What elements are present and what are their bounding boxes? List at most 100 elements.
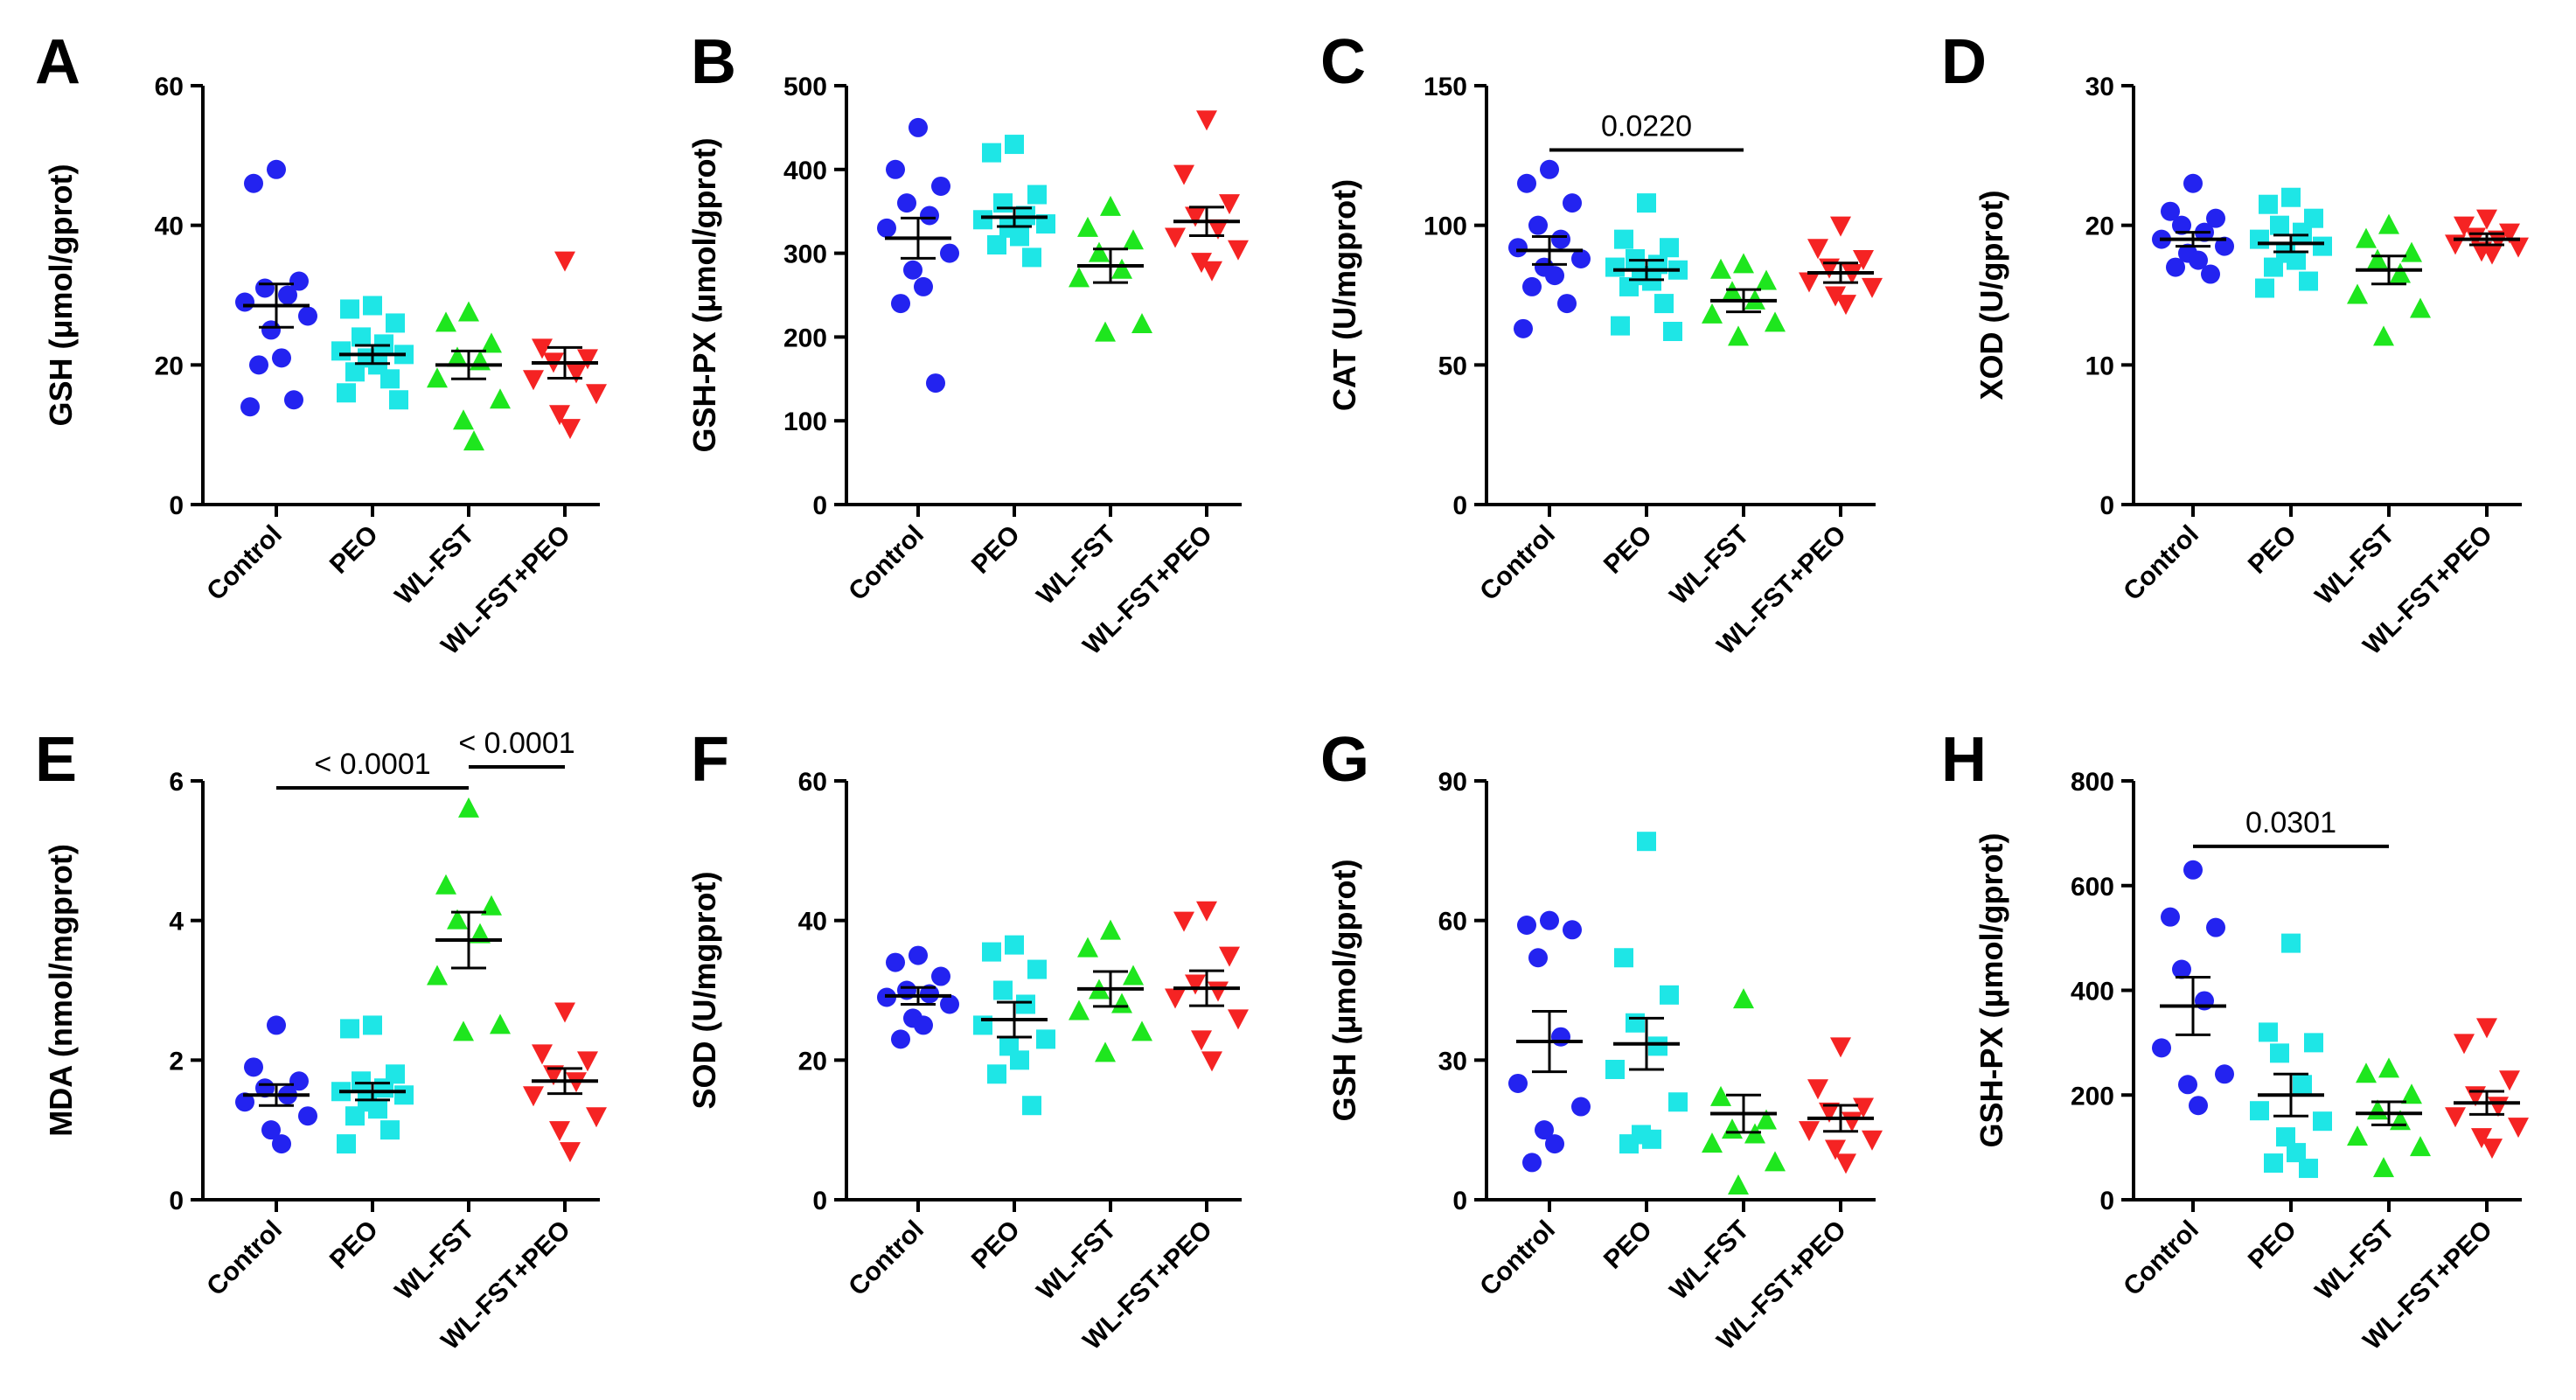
- data-point: [1654, 294, 1674, 314]
- data-point: [2259, 1022, 2278, 1042]
- data-point: [993, 193, 1013, 213]
- data-point: [2390, 262, 2411, 283]
- data-point: [891, 294, 910, 314]
- data-point: [345, 362, 365, 382]
- data-point: [1619, 1134, 1639, 1154]
- data-point: [1605, 257, 1625, 277]
- data-point: [554, 251, 575, 272]
- data-point: [2172, 215, 2191, 235]
- data-point: [1660, 238, 1679, 258]
- data-point: [1077, 937, 1098, 958]
- data-point: [549, 1121, 570, 1142]
- data-point: [1010, 1050, 1029, 1070]
- data-point: [458, 301, 479, 322]
- y-tick-label: 300: [783, 240, 827, 269]
- data-point: [2304, 1033, 2323, 1053]
- data-point: [993, 980, 1013, 1000]
- data-point: [2264, 1153, 2283, 1174]
- y-tick-label: 400: [783, 157, 827, 185]
- data-point: [363, 296, 382, 316]
- category-label: WL-FST: [1665, 520, 1755, 610]
- data-point: [255, 1078, 275, 1098]
- data-point: [2183, 173, 2203, 193]
- data-point: [386, 313, 405, 333]
- data-point: [1728, 325, 1749, 346]
- data-point: [352, 327, 371, 347]
- data-point: [982, 143, 1001, 163]
- data-point: [447, 346, 468, 367]
- data-point: [566, 363, 587, 384]
- data-point: [1508, 1073, 1528, 1093]
- data-point: [272, 348, 291, 368]
- significance-label: < 0.0001: [458, 727, 574, 760]
- data-point: [1191, 1030, 1212, 1051]
- data-point: [532, 1044, 553, 1065]
- data-point: [1191, 253, 1212, 274]
- data-point: [987, 235, 1006, 255]
- data-point: [1208, 219, 1229, 240]
- data-point: [2410, 1136, 2431, 1157]
- category-label: Control: [2118, 1215, 2204, 1302]
- y-tick-label: 10: [2085, 352, 2114, 380]
- panel-letter: A: [35, 27, 80, 97]
- data-point: [447, 909, 468, 930]
- category-label: PEO: [966, 1215, 1026, 1275]
- data-point: [267, 1015, 286, 1035]
- data-point: [1799, 1121, 1820, 1142]
- data-point: [2367, 248, 2388, 269]
- y-tick-label: 0: [1452, 491, 1467, 520]
- data-point: [458, 797, 479, 818]
- data-point: [2445, 1107, 2466, 1128]
- data-point: [2347, 283, 2368, 304]
- category-label: Control: [2118, 520, 2204, 607]
- data-point: [1095, 321, 1116, 342]
- data-point: [2215, 236, 2234, 256]
- data-point: [1807, 1079, 1828, 1100]
- data-point: [261, 320, 281, 340]
- data-point: [1799, 272, 1820, 293]
- y-axis-title: GSH (μmol/gprot): [43, 164, 79, 427]
- y-tick-label: 20: [798, 1047, 827, 1076]
- data-point: [987, 1064, 1006, 1084]
- data-point: [2206, 208, 2225, 228]
- panel-b: B 0 100 200 300 400 500 GSH-PX (μmol/gprot) Cont…: [686, 27, 1249, 660]
- data-point: [1100, 919, 1121, 940]
- panel-letter: E: [35, 725, 77, 795]
- data-point: [2401, 241, 2422, 262]
- data-point: [523, 370, 544, 391]
- y-tick-label: 150: [1424, 73, 1467, 101]
- data-point: [532, 338, 553, 359]
- data-point: [931, 966, 950, 986]
- data-point: [374, 334, 393, 354]
- data-point: [352, 1071, 371, 1091]
- data-point: [255, 278, 275, 298]
- category-label: Control: [201, 520, 288, 607]
- data-point: [453, 1020, 474, 1041]
- data-point: [337, 383, 356, 403]
- data-point: [2201, 264, 2220, 284]
- data-point: [1201, 261, 1222, 282]
- data-point: [1702, 1132, 1723, 1153]
- data-point: [1131, 313, 1152, 334]
- data-point: [1517, 915, 1536, 935]
- data-point: [272, 1134, 291, 1154]
- data-point: [1619, 276, 1639, 296]
- data-point: [1551, 229, 1570, 249]
- data-point: [1835, 1153, 1856, 1174]
- data-point: [1765, 311, 1786, 332]
- data-point: [2293, 1075, 2312, 1095]
- data-point: [2313, 1111, 2332, 1132]
- category-label: PEO: [2243, 520, 2302, 580]
- data-point: [1642, 271, 1661, 291]
- data-point: [1637, 193, 1656, 213]
- y-tick-label: 400: [2071, 978, 2114, 1006]
- data-point: [2255, 278, 2274, 298]
- data-point: [340, 299, 359, 319]
- data-point: [244, 1057, 263, 1077]
- category-label: Control: [1474, 1215, 1561, 1302]
- data-point: [1089, 241, 1110, 262]
- data-point: [1228, 1009, 1249, 1030]
- data-point: [1648, 1036, 1667, 1056]
- data-point: [1545, 266, 1564, 286]
